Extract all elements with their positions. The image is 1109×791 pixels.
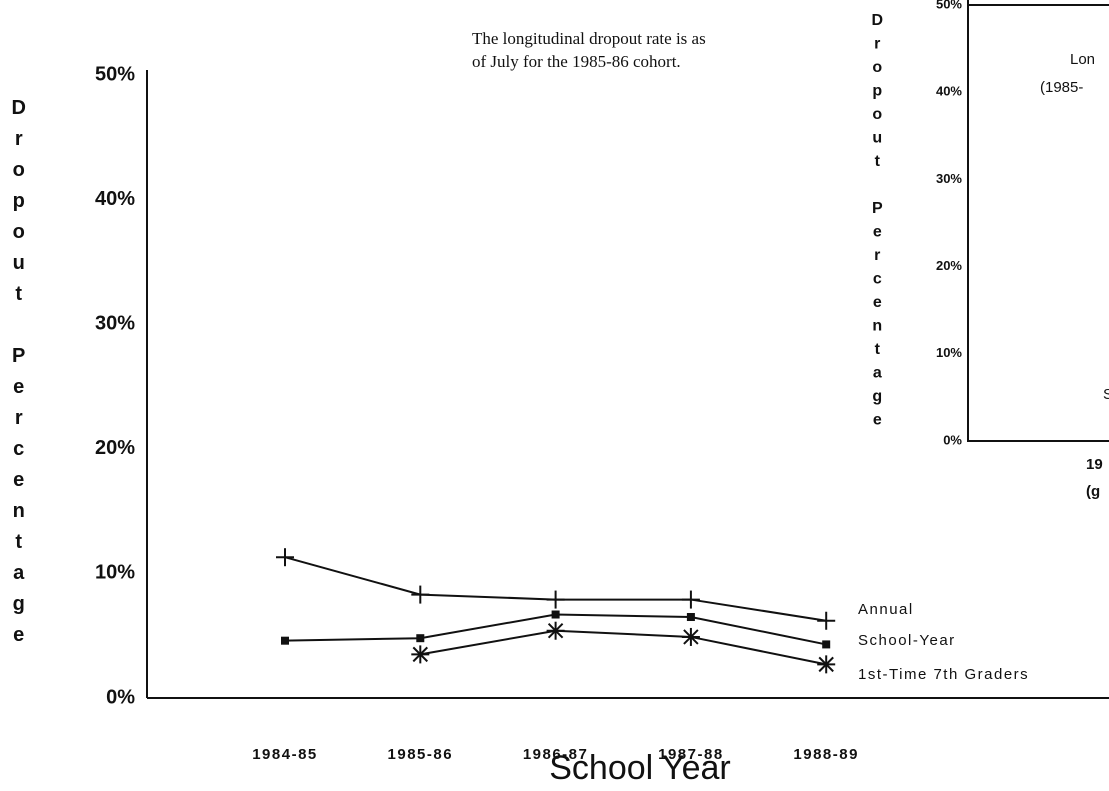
marker-stroke bbox=[547, 623, 564, 639]
marker-stroke bbox=[818, 656, 834, 673]
x-tick-label: 1988-89 bbox=[793, 746, 859, 763]
marker bbox=[817, 655, 836, 674]
y-tick-label: 10% bbox=[936, 345, 962, 360]
y-tick-label: 30% bbox=[936, 171, 962, 186]
marker-square bbox=[686, 613, 695, 622]
marker-square bbox=[281, 636, 289, 645]
y-tick-label: 40% bbox=[95, 188, 135, 210]
y-tick-label: 50% bbox=[936, 0, 962, 11]
series-line bbox=[420, 629, 827, 666]
annotation: of July for the 1985-86 cohort. bbox=[472, 52, 681, 71]
partial-text: (g bbox=[1086, 483, 1100, 500]
y-tick-label: 50% bbox=[95, 63, 135, 85]
marker bbox=[681, 627, 700, 646]
marker bbox=[817, 611, 836, 630]
legend-label: Annual bbox=[858, 601, 914, 618]
y-tick-label: 40% bbox=[936, 84, 962, 99]
x-tick-label: 1985-86 bbox=[388, 746, 454, 763]
marker bbox=[281, 636, 289, 645]
legend-label: 1st-Time 7th Graders bbox=[858, 666, 1029, 683]
partial-text: (1985- bbox=[1040, 79, 1083, 96]
y-axis-title: Dropout Percentage bbox=[869, 12, 886, 435]
x-tick-label: 1986-87 bbox=[523, 746, 589, 763]
marker bbox=[551, 610, 560, 619]
marker bbox=[686, 613, 695, 622]
marker bbox=[822, 640, 831, 649]
marker bbox=[411, 585, 430, 604]
y-tick-label: 20% bbox=[936, 258, 962, 273]
x-tick-label: 1987-88 bbox=[658, 746, 724, 763]
partial-text: S bbox=[1103, 386, 1109, 403]
y-tick-label: 10% bbox=[95, 562, 135, 584]
marker-square bbox=[416, 634, 425, 643]
marker-square bbox=[822, 640, 831, 649]
y-tick-label: 0% bbox=[106, 686, 135, 708]
x-axis-title: School Year bbox=[549, 749, 731, 787]
partial-text: Lon bbox=[1070, 51, 1095, 68]
inset-frame bbox=[967, 4, 1109, 442]
marker bbox=[416, 634, 425, 643]
marker bbox=[276, 548, 294, 567]
annotation: The longitudinal dropout rate is as bbox=[472, 29, 706, 48]
marker-stroke bbox=[412, 646, 429, 663]
marker bbox=[546, 590, 565, 609]
y-tick-label: 20% bbox=[95, 437, 135, 459]
marker bbox=[411, 645, 430, 664]
marker bbox=[681, 590, 700, 609]
x-tick-label: 1984-85 bbox=[252, 746, 318, 763]
y-axis-title: Dropout Percentage bbox=[8, 97, 30, 655]
y-tick-label: 30% bbox=[95, 312, 135, 334]
partial-text: 19 bbox=[1086, 456, 1103, 473]
y-tick-label: 0% bbox=[943, 432, 962, 447]
marker-stroke bbox=[683, 629, 699, 645]
marker-square bbox=[551, 610, 560, 619]
legend-label: School-Year bbox=[858, 632, 956, 649]
marker bbox=[546, 621, 565, 640]
